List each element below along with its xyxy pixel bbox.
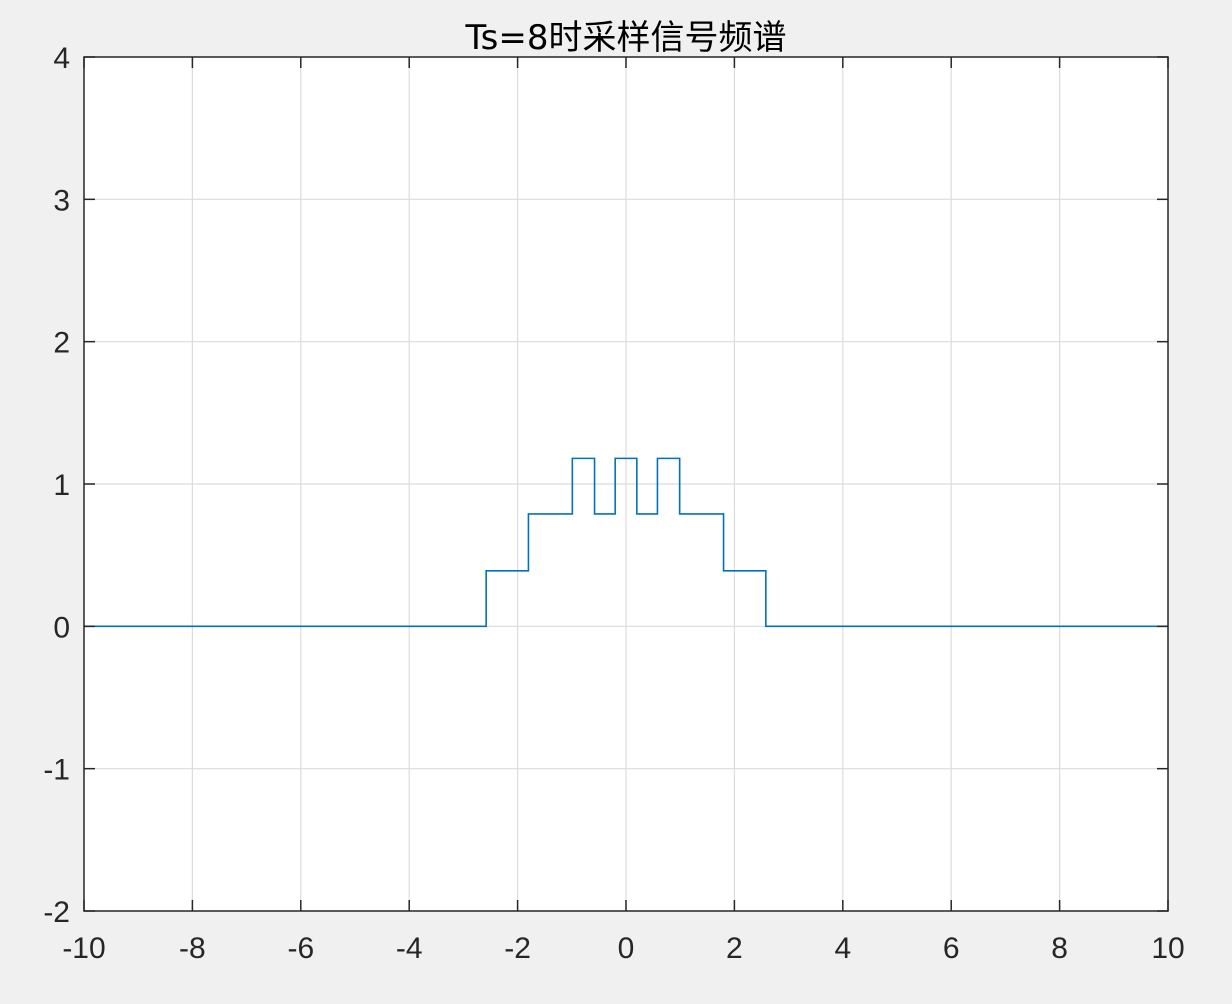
y-tick-label: 2 <box>53 327 70 360</box>
series-layer <box>84 457 1168 628</box>
tick-marks <box>83 56 1169 912</box>
x-tick-label: -4 <box>396 932 423 965</box>
x-tick-label: 10 <box>1151 932 1184 965</box>
y-tick-label: 1 <box>53 469 70 502</box>
y-tick-label: 3 <box>53 184 70 217</box>
chart-title: Ts=8时采样信号频谱 <box>465 18 787 58</box>
y-tick-label: -2 <box>43 896 70 929</box>
x-tick-label: 0 <box>618 932 635 965</box>
series-line <box>84 457 1168 628</box>
x-tick-label: 4 <box>834 932 851 965</box>
y-tick-label: 4 <box>53 42 70 75</box>
x-tick-label: 2 <box>726 932 743 965</box>
x-tick-label: -2 <box>504 932 531 965</box>
x-tick-label: 6 <box>943 932 960 965</box>
x-tick-label: -10 <box>62 932 105 965</box>
x-tick-label: 8 <box>1051 932 1068 965</box>
y-tick-label: -1 <box>43 754 70 787</box>
x-tick-label: -6 <box>287 932 314 965</box>
x-tick-label: -8 <box>179 932 206 965</box>
y-tick-label: 0 <box>53 611 70 644</box>
